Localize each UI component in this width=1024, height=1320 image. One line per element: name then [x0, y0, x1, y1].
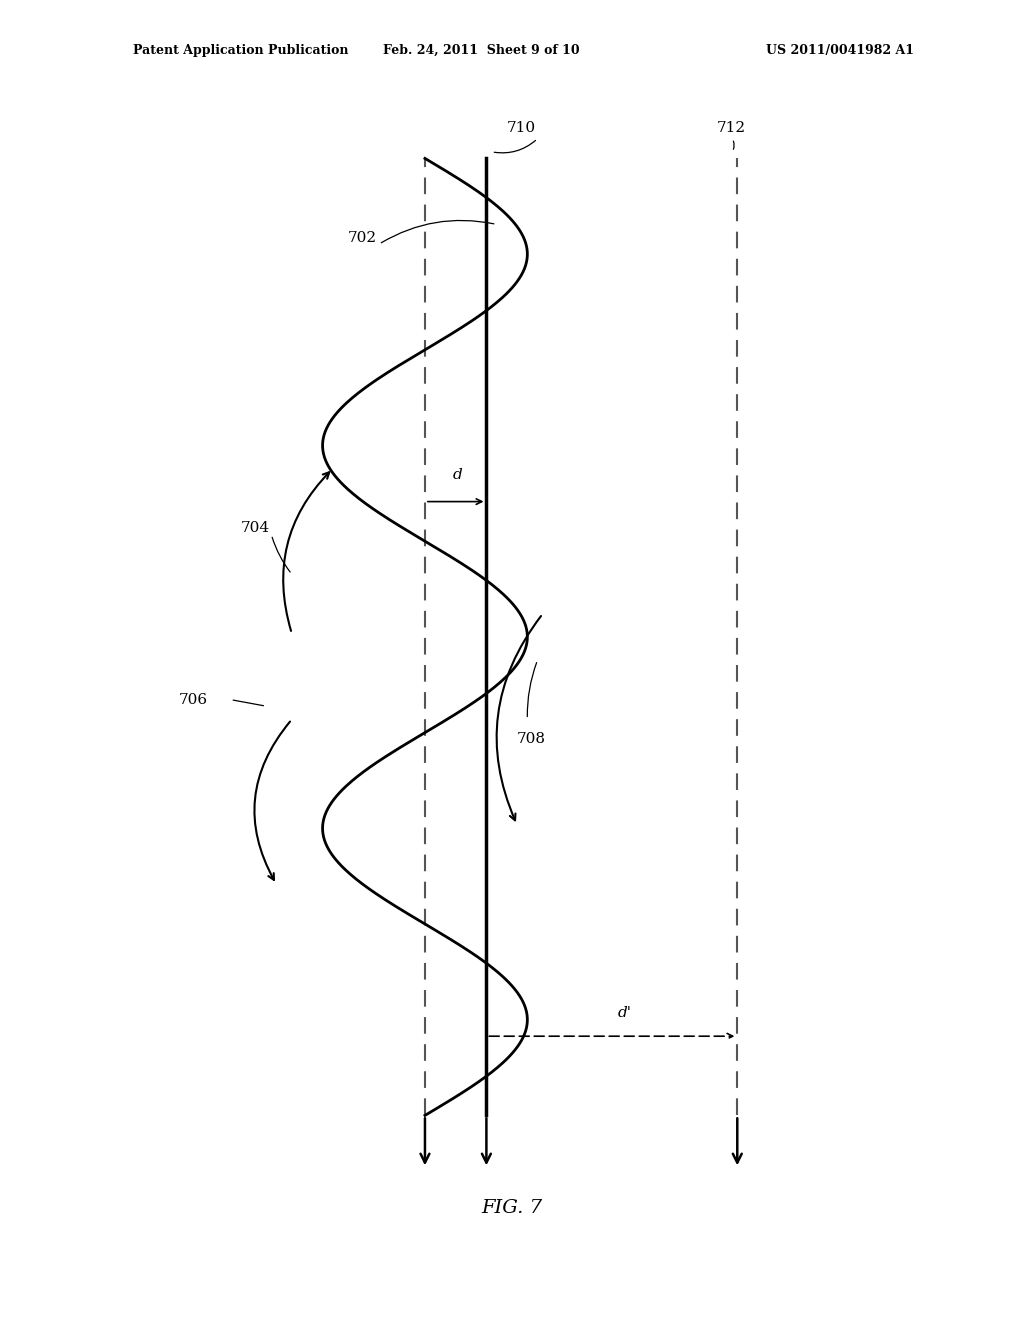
- FancyArrowPatch shape: [254, 722, 290, 880]
- Text: 704: 704: [241, 521, 269, 535]
- FancyArrowPatch shape: [284, 473, 330, 631]
- Text: 708: 708: [517, 733, 546, 746]
- Text: 702: 702: [348, 231, 377, 244]
- Text: 706: 706: [179, 693, 208, 706]
- Text: Feb. 24, 2011  Sheet 9 of 10: Feb. 24, 2011 Sheet 9 of 10: [383, 44, 580, 57]
- Text: d: d: [453, 467, 463, 482]
- Text: 710: 710: [507, 120, 536, 135]
- Text: Patent Application Publication: Patent Application Publication: [133, 44, 348, 57]
- Text: 712: 712: [717, 120, 745, 135]
- Text: US 2011/0041982 A1: US 2011/0041982 A1: [766, 44, 913, 57]
- Text: FIG. 7: FIG. 7: [481, 1199, 543, 1217]
- FancyArrowPatch shape: [497, 616, 541, 820]
- Text: d': d': [617, 1006, 632, 1020]
